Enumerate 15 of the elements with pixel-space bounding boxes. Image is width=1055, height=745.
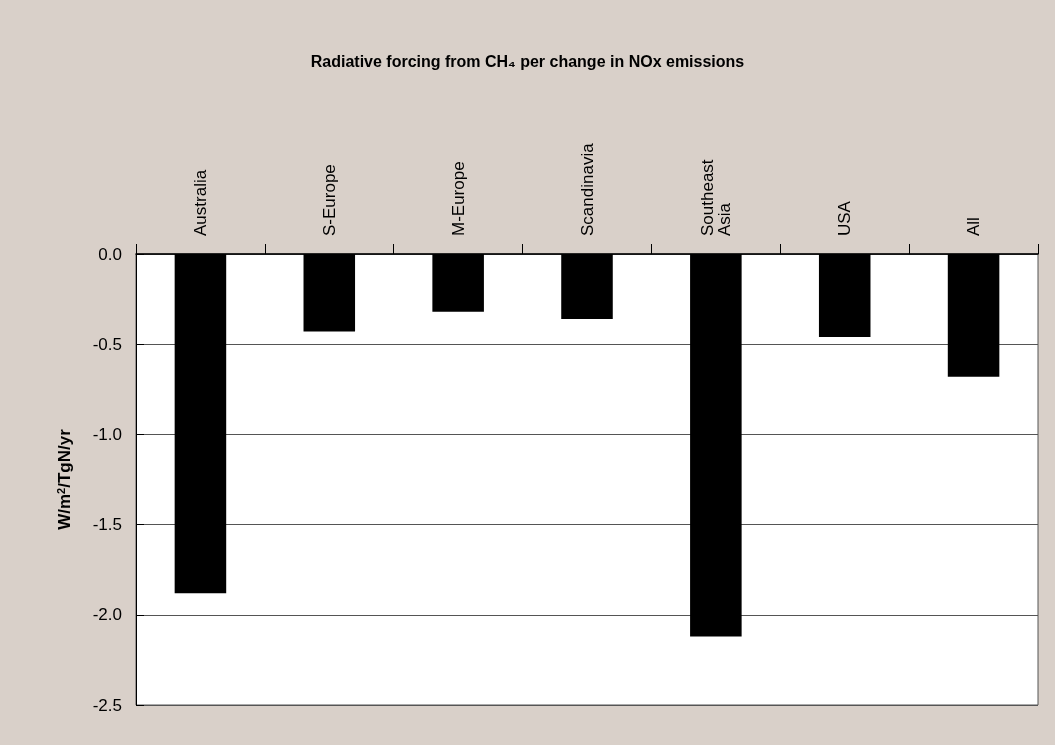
y-axis-title: W/m2/TgN/yr <box>54 428 74 530</box>
x-tick-label: S-Europe <box>319 164 339 236</box>
chart-title: Radiative forcing from CH₄ per change in NOx emissions <box>310 52 745 70</box>
y-tick-label: -0.5 <box>92 334 122 354</box>
y-tick-label: -1.5 <box>92 515 122 535</box>
y-tick-label: -2.0 <box>92 605 122 625</box>
x-tick-label: Southeast Asia <box>697 154 734 236</box>
x-tick-label: USA <box>835 200 855 236</box>
y-tick-label: -2.5 <box>92 695 122 715</box>
x-tick-label: Scandinavia <box>577 142 597 236</box>
x-tick-label: Australia <box>190 169 210 236</box>
y-tick-label: 0.0 <box>98 244 122 264</box>
y-tick-label: -1.0 <box>92 424 122 444</box>
x-tick-label: All <box>964 217 984 236</box>
x-tick-label: M-Europe <box>448 161 468 236</box>
